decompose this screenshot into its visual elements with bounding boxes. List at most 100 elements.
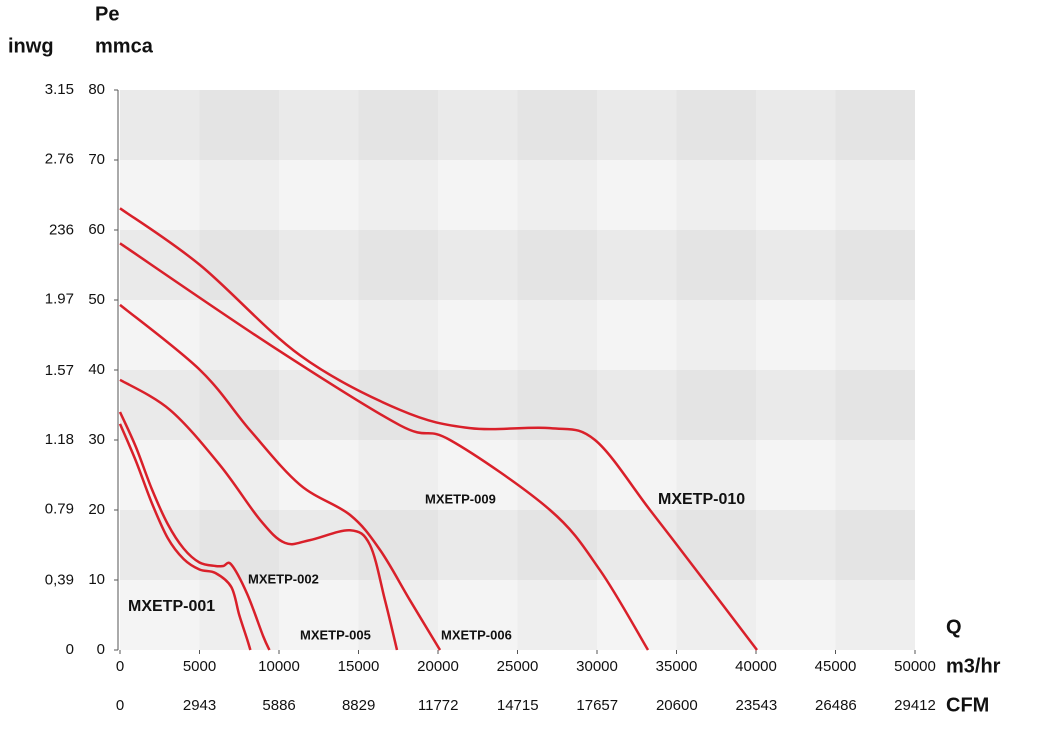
grid-cell: [756, 580, 836, 650]
grid-cell: [358, 580, 438, 650]
x2-tick-label: 2943: [183, 697, 216, 714]
grid-cell: [756, 510, 836, 580]
grid-cell: [438, 230, 518, 300]
grid-cell: [120, 160, 200, 230]
x-title-top: Q: [946, 616, 962, 638]
x2-tick-label: 8829: [342, 697, 375, 714]
grid-cell: [517, 300, 597, 370]
grid-cell: [199, 160, 279, 230]
grid-cell: [835, 440, 915, 510]
grid-cell: [756, 370, 836, 440]
grid-cell: [835, 580, 915, 650]
grid-cell: [676, 90, 756, 160]
x2-tick-label: 29412: [894, 697, 936, 714]
grid-cell: [199, 90, 279, 160]
grid-cell: [835, 160, 915, 230]
plot-background: [120, 90, 915, 650]
series-line: [119, 207, 758, 651]
grid-cell: [517, 510, 597, 580]
y-tick-label: 10: [88, 571, 105, 588]
grid-cell: [676, 370, 756, 440]
grid-cell: [597, 370, 677, 440]
x2-tick-label: 11772: [418, 697, 459, 714]
grid-cell: [676, 300, 756, 370]
grid-cell: [279, 90, 359, 160]
grid-cell: [756, 160, 836, 230]
grid-cell: [279, 160, 359, 230]
grid-cell: [279, 580, 359, 650]
y-tick-label: 30: [88, 431, 105, 448]
x-tick-label: 10000: [258, 658, 300, 675]
x-tick-label: 45000: [815, 658, 857, 675]
series-line: [119, 303, 442, 651]
x-tick-label: 50000: [894, 658, 936, 675]
series-line: [119, 242, 650, 651]
x2-title: CFM: [946, 694, 989, 716]
grid-cell: [120, 370, 200, 440]
series-line: [118, 411, 271, 651]
grid-cell: [835, 300, 915, 370]
x2-tick-label: 23543: [736, 697, 778, 714]
grid-cell: [835, 510, 915, 580]
grid-cell: [358, 510, 438, 580]
grid-cell: [676, 230, 756, 300]
y-tick-label: 20: [88, 501, 105, 518]
grid-cell: [597, 510, 677, 580]
y-tick-label: 50: [88, 291, 105, 308]
y2-tick-label: 0.79: [45, 501, 74, 518]
x-tick-label: 20000: [417, 658, 459, 675]
grid-cell: [517, 580, 597, 650]
grid-cell: [517, 440, 597, 510]
grid-cell: [438, 510, 518, 580]
grid-cell: [199, 510, 279, 580]
grid-cell: [756, 90, 836, 160]
y2-tick-label: 1.97: [45, 291, 74, 308]
y2-tick-label: 3.15: [45, 81, 74, 98]
y-tick-label: 80: [88, 81, 105, 98]
grid-cell: [676, 510, 756, 580]
y2-tick-label: 236: [49, 221, 74, 238]
y2-tick-label: 1.57: [45, 362, 74, 379]
x-tick-label: 40000: [735, 658, 777, 675]
grid-cell: [438, 90, 518, 160]
grid-cell: [835, 370, 915, 440]
grid-cell: [597, 440, 677, 510]
grid-cell: [756, 230, 836, 300]
grid-cell: [358, 300, 438, 370]
grid-cell: [517, 230, 597, 300]
series-label: MXETP-005: [300, 627, 371, 642]
series-line: [119, 378, 399, 651]
grid-cell: [358, 230, 438, 300]
series-label: MXETP-009: [425, 491, 496, 506]
series-label: MXETP-010: [658, 491, 745, 508]
y-tick-label: 0: [97, 641, 105, 658]
y2-tick-label: 0,39: [45, 572, 74, 589]
grid-cell: [835, 90, 915, 160]
grid-cell: [517, 160, 597, 230]
grid-cell: [438, 160, 518, 230]
grid-cell: [597, 90, 677, 160]
grid-cell: [358, 90, 438, 160]
x-tick-label: 35000: [656, 658, 698, 675]
y-tick-label: 40: [88, 361, 105, 378]
grid-cell: [756, 300, 836, 370]
x-tick-label: 15000: [338, 658, 380, 675]
grid-cell: [517, 90, 597, 160]
grid-cell: [120, 580, 200, 650]
series-label: MXETP-001: [128, 598, 215, 615]
y2-tick-label: 0: [66, 641, 74, 658]
grid-cell: [358, 440, 438, 510]
grid-cell: [358, 370, 438, 440]
grid-cell: [597, 300, 677, 370]
grid-cell: [676, 580, 756, 650]
grid-cell: [597, 580, 677, 650]
x2-tick-label: 0: [116, 697, 124, 714]
grid-cell: [438, 580, 518, 650]
grid-cell: [199, 300, 279, 370]
x-title: m3/hr: [946, 655, 1001, 677]
x2-tick-label: 5886: [262, 697, 295, 714]
y2-title: inwg: [8, 35, 54, 57]
series-label: MXETP-002: [248, 571, 319, 586]
x-tick-label: 0: [116, 658, 124, 675]
grid-cell: [199, 440, 279, 510]
